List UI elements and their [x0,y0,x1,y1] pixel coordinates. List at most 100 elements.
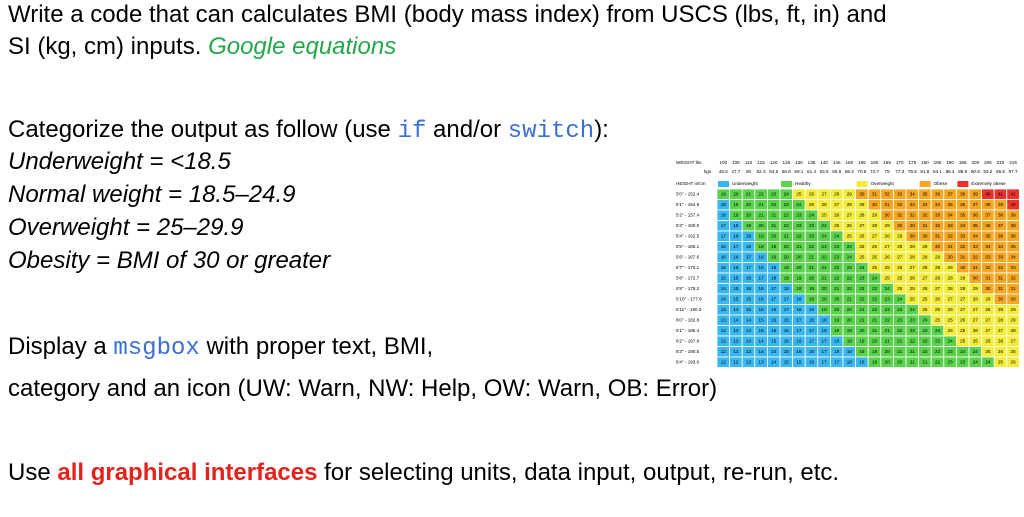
bmi-value: 26 [834,212,840,217]
bmi-value: 17 [796,328,802,333]
bmi-value: 33 [948,223,954,228]
bmi-value: 27 [847,212,853,217]
bmi-value: 24 [985,359,991,364]
bmi-value: 29 [897,233,903,238]
bmi-value: 25 [885,275,891,280]
bmi-value: 20 [796,265,802,270]
bmi-value: 23 [859,275,865,280]
bmi-value: 17 [771,286,777,291]
bmi-value: 21 [872,317,878,322]
bmi-value: 31 [973,265,979,270]
bmi-value: 33 [935,212,941,217]
weight-lbs: 155 [858,160,866,165]
height-label: 5'7" - 170.1 [676,265,700,270]
bmi-value: 32 [998,265,1004,270]
bmi-value: 24 [784,191,790,196]
legend-swatch [919,181,931,187]
weight-lbs: 145 [833,160,841,165]
bmi-value: 23 [922,338,928,343]
bmi-value: 22 [834,275,840,280]
bmi-value: 28 [973,296,979,301]
bmi-value: 22 [859,286,865,291]
bmi-value: 15 [796,359,802,364]
bmi-value: 39 [1011,212,1017,217]
bmi-value: 30 [910,233,916,238]
bmi-value: 14 [759,349,765,354]
height-label: 5'11" - 180.3 [676,307,702,312]
bmi-value: 20 [872,338,878,343]
bmi-value: 13 [721,307,727,312]
bmi-value: 26 [935,296,941,301]
height-label: 6'2" - 187.9 [676,338,700,343]
bmi-value: 32 [1011,275,1017,280]
bmi-value: 25 [796,191,802,196]
bmi-value: 18 [746,233,752,238]
bmi-value: 30 [1011,296,1017,301]
bmi-value: 29 [847,191,853,196]
bmi-value: 24 [935,328,941,333]
weight-lbs: 100 [719,160,727,165]
bmi-value: 26 [809,191,815,196]
bmi-value: 23 [922,328,928,333]
bmi-value: 35 [985,233,991,238]
bmi-value: 21 [922,359,928,364]
bmi-value: 31 [960,254,966,259]
bmi-value: 25 [973,338,979,343]
bmi-value: 18 [834,349,840,354]
bmi-value: 19 [847,338,853,343]
bmi-value: 29 [922,244,928,249]
bmi-value: 30 [935,244,941,249]
bmi-value: 18 [784,286,790,291]
bmi-value: 19 [771,244,777,249]
bmi-value: 38 [998,212,1004,217]
bmi-value: 32 [948,233,954,238]
bmi-value: 27 [1011,338,1017,343]
bmi-value: 13 [759,359,765,364]
bmi-value: 36 [985,223,991,228]
bmi-value: 19 [771,254,777,259]
link[interactable]: Google equations [208,33,397,60]
bmi-value: 23 [796,212,802,217]
bmi-value: 25 [922,307,928,312]
bmi-value: 17 [759,275,765,280]
bmi-value: 23 [897,307,903,312]
bmi-value: 19 [822,307,828,312]
bmi-value: 18 [822,317,828,322]
emphasis: all graphical interfaces [57,459,318,486]
bmi-value: 28 [922,265,928,270]
bmi-value: 17 [822,359,828,364]
weight-kg: 68.2 [845,169,854,174]
bmi-value: 20 [746,212,752,217]
bmi-value: 16 [796,338,802,343]
bmi-value: 40 [1011,202,1017,207]
bmi-value: 19 [784,265,790,270]
height-label: 5'6" - 167.6 [676,254,700,259]
bmi-value: 33 [897,191,903,196]
bmi-value: 21 [834,286,840,291]
bmi-value: 19 [759,233,765,238]
bmi-value: 16 [796,349,802,354]
header-label: HEIGHT in/cm [676,181,706,186]
legend-label: Obese [934,181,948,186]
bmi-value: 27 [897,254,903,259]
code: if [397,118,427,145]
bmi-value: 17 [771,296,777,301]
bmi-value: 20 [784,244,790,249]
weight-lbs: 200 [971,160,979,165]
bmi-value: 22 [771,202,777,207]
bmi-value: 18 [733,223,739,228]
bmi-value: 25 [859,254,865,259]
bmi-value: 30 [872,202,878,207]
bmi-value: 28 [872,223,878,228]
bmi-value: 20 [733,191,739,196]
bmi-value: 25 [948,317,954,322]
bmi-value: 28 [948,286,954,291]
bmi-value: 37 [998,223,1004,228]
bmi-value: 19 [834,317,840,322]
bmi-value: 35 [1011,244,1017,249]
bmi-value: 23 [960,359,966,364]
bmi-value: 32 [985,265,991,270]
bmi-value: 28 [985,307,991,312]
bmi-value: 27 [960,296,966,301]
bmi-value: 15 [771,328,777,333]
